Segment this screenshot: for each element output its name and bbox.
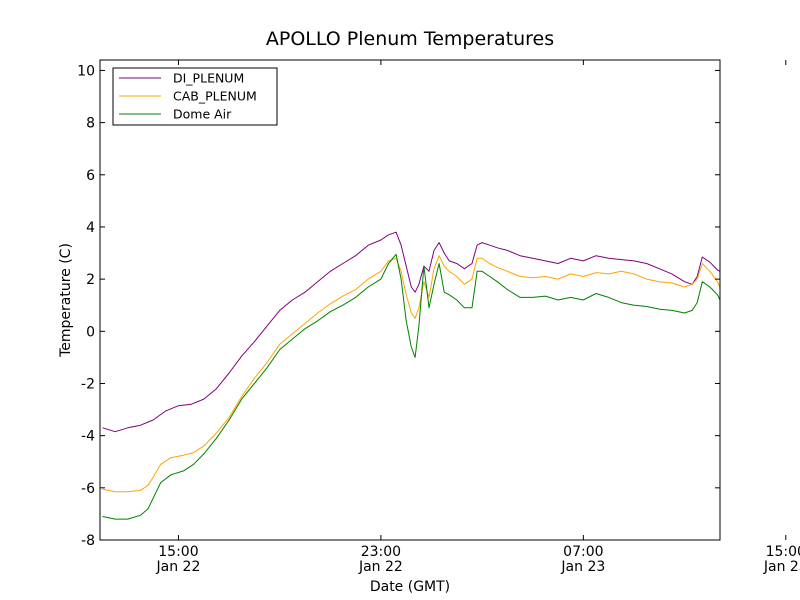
chart-title: APOLLO Plenum Temperatures xyxy=(266,28,554,50)
y-tick-label: 10 xyxy=(77,63,95,79)
y-tick-label: 0 xyxy=(86,324,95,340)
y-axis-title: Temperature (C) xyxy=(58,243,74,358)
legend-label-cab-plenum: CAB_PLENUM xyxy=(173,89,257,104)
series-line-dome-air xyxy=(102,253,720,520)
x-tick-label-date: Jan 23 xyxy=(560,559,605,575)
y-tick-label: 4 xyxy=(86,220,95,236)
y-tick-label: -4 xyxy=(81,429,95,445)
y-tick-label: 6 xyxy=(86,168,95,184)
plot-area xyxy=(102,231,720,520)
legend-label-dome-air: Dome Air xyxy=(173,107,232,122)
plot-frame xyxy=(99,59,721,541)
y-tick-label: -2 xyxy=(81,376,95,392)
x-axis-title: Date (GMT) xyxy=(370,579,450,595)
y-tick-label: 2 xyxy=(86,272,95,288)
x-tick-label-time: 23:00 xyxy=(361,544,401,560)
x-tick-label-date: Jan 23 xyxy=(763,559,800,575)
legend: DI_PLENUM CAB_PLENUM Dome Air xyxy=(112,67,278,126)
x-tick-label-date: Jan 22 xyxy=(156,559,201,575)
y-tick-label: -8 xyxy=(81,533,95,549)
x-tick-label-time: 15:00 xyxy=(158,544,198,560)
y-tick-label: 8 xyxy=(86,116,95,132)
x-tick-label-time: 15:00 xyxy=(766,544,800,560)
x-tick-label-date: Jan 22 xyxy=(358,559,403,575)
legend-label-di-plenum: DI_PLENUM xyxy=(173,71,244,86)
x-tick-label-time: 07:00 xyxy=(563,544,603,560)
series-line-cab-plenum xyxy=(102,255,720,493)
series-line-di-plenum xyxy=(102,231,720,433)
y-tick-label: -6 xyxy=(81,481,95,497)
